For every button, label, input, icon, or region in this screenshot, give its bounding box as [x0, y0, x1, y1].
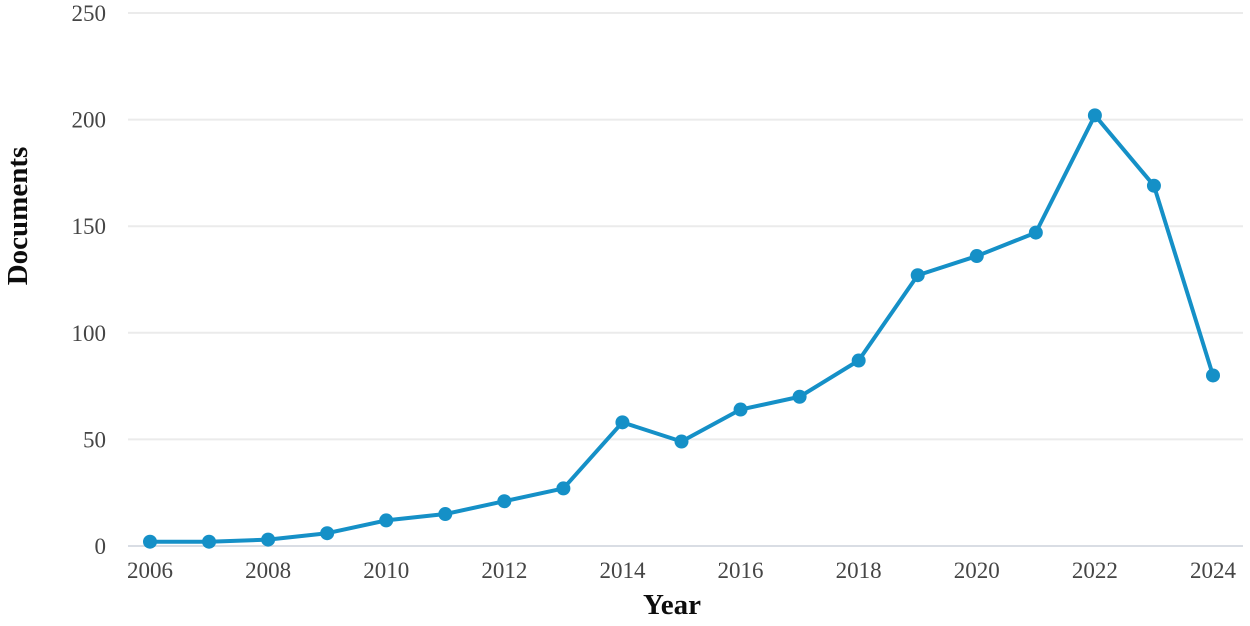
x-tick-label: 2012 [481, 558, 527, 583]
x-tick-label: 2018 [836, 558, 882, 583]
data-point-marker [615, 415, 630, 430]
y-tick-label: 0 [95, 534, 107, 559]
data-point-marker [733, 402, 748, 417]
data-point-marker [1206, 368, 1220, 383]
x-tick-label: 2008 [245, 558, 291, 583]
gridlines-group [128, 12, 1243, 547]
y-tick-label: 150 [72, 214, 107, 239]
y-tick-label: 50 [83, 427, 106, 452]
data-point-marker [320, 526, 335, 541]
y-tick-label: 250 [72, 1, 107, 26]
data-point-marker [969, 249, 984, 264]
y-tick-label: 200 [72, 108, 107, 133]
data-point-marker [438, 507, 453, 522]
data-point-marker [851, 353, 866, 368]
data-point-marker [261, 532, 276, 547]
y-tick-label: 100 [72, 321, 107, 346]
x-axis-tick-labels: 2006 2008 2010 2012 2014 2016 2018 2020 2022 2024 [127, 558, 1237, 583]
x-tick-label: 2022 [1072, 558, 1118, 583]
x-tick-label: 2010 [363, 558, 409, 583]
data-point-marker [202, 534, 217, 549]
data-point-marker [1146, 178, 1161, 193]
data-point-marker [674, 434, 689, 449]
data-point-marker [379, 513, 394, 528]
x-tick-label: 2016 [718, 558, 764, 583]
x-axis-title: Year [643, 589, 701, 621]
y-axis-tick-labels: 0 50 100 150 200 250 [72, 1, 107, 559]
x-tick-label: 2024 [1190, 558, 1237, 583]
documents-trend-line [148, 113, 1215, 544]
data-point-marker [143, 534, 157, 549]
data-point-marker [556, 481, 571, 496]
data-point-marker [1028, 225, 1043, 240]
y-axis-title: Documents [2, 147, 34, 286]
x-tick-label: 2020 [954, 558, 1000, 583]
data-point-marker [497, 494, 512, 509]
data-point-marker [910, 268, 925, 283]
data-series-group [143, 108, 1220, 549]
x-tick-label: 2006 [127, 558, 173, 583]
data-point-marker [1087, 108, 1102, 123]
x-tick-label: 2014 [599, 558, 646, 583]
data-point-marker [792, 389, 807, 404]
